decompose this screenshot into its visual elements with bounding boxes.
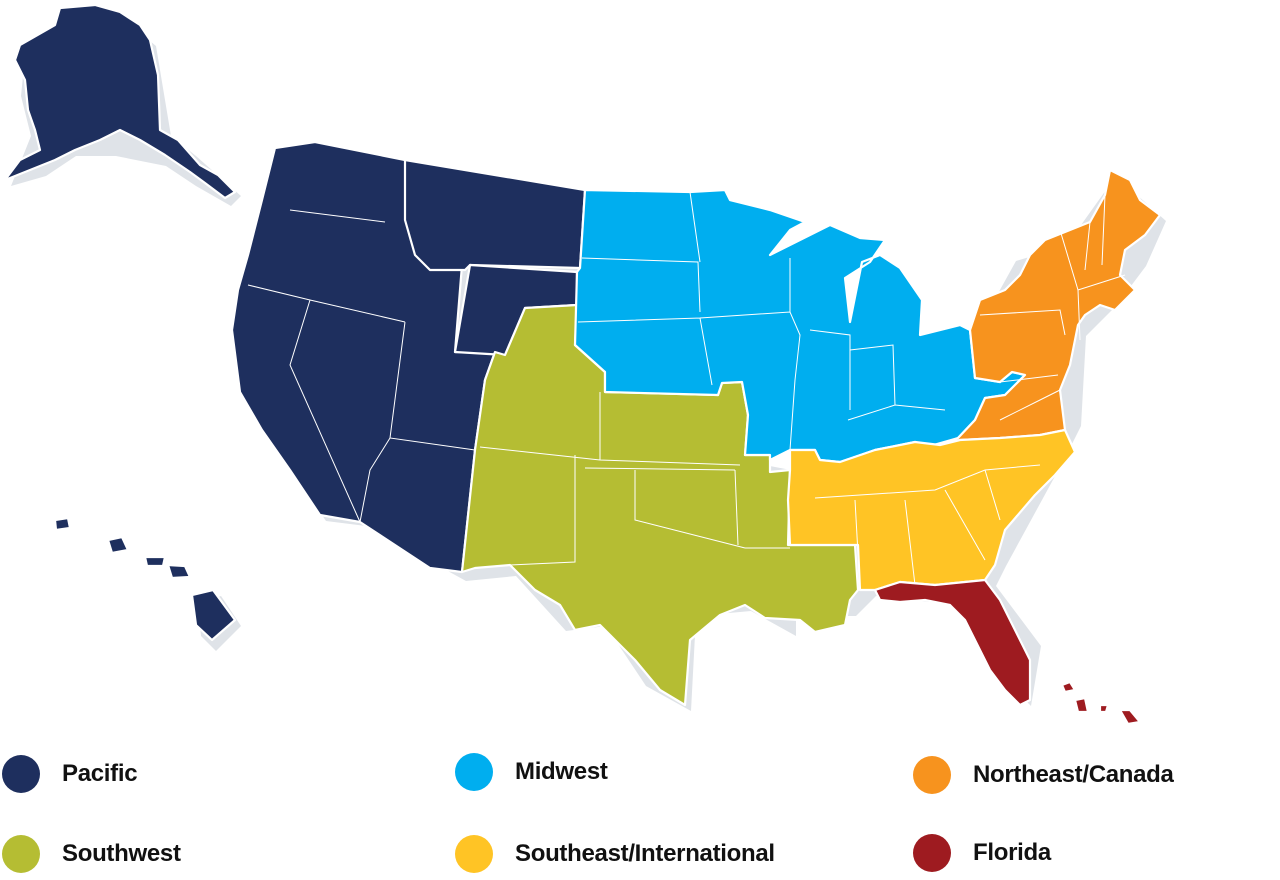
legend-label: Southeast/International: [515, 840, 775, 867]
legend-item-pacific: Pacific: [2, 754, 138, 794]
legend-item-southwest: Southwest: [2, 834, 181, 874]
map-legend: Pacific Midwest Northeast/Canada Southwe…: [0, 730, 1280, 880]
northeast-state-borders: [979, 194, 1126, 421]
legend-label: Northeast/Canada: [973, 761, 1174, 788]
southwest-state-borders: [479, 392, 790, 566]
legend-label: Florida: [973, 839, 1051, 866]
region-pacific: [3, 3, 587, 642]
pacific-hawaii-big: [190, 588, 237, 642]
southeast-color-swatch-icon: [455, 835, 493, 873]
us-region-map: [3, 3, 1166, 726]
pacific-hawaii-4: [166, 563, 192, 580]
florida-color-swatch-icon: [913, 834, 951, 872]
pacific-alaska: [3, 3, 237, 200]
region-florida: [873, 578, 1032, 707]
pacific-hawaii-2: [106, 535, 130, 555]
pacific-color-swatch-icon: [2, 755, 40, 793]
region-southeast: [786, 428, 1142, 726]
pacific-montana-idaho: [403, 158, 587, 272]
pacific-hawaii-1: [53, 516, 72, 532]
legend-item-southeast-international: Southeast/International: [455, 834, 775, 874]
legend-label: Pacific: [62, 760, 138, 787]
pacific-state-borders: [247, 160, 476, 523]
northeast-color-swatch-icon: [913, 756, 951, 794]
southwest-color-swatch-icon: [2, 835, 40, 873]
legend-item-florida: Florida: [913, 833, 1051, 873]
pacific-hawaii-3: [143, 555, 167, 568]
florida-state: [873, 578, 1032, 707]
legend-label: Midwest: [515, 758, 608, 785]
midwest-state-borders: [577, 191, 946, 451]
midwest-color-swatch-icon: [455, 753, 493, 791]
legend-item-northeast-canada: Northeast/Canada: [913, 755, 1174, 795]
southeast-islands: [1060, 680, 1142, 726]
legend-item-midwest: Midwest: [455, 752, 608, 792]
southeast-state-borders: [814, 464, 1041, 591]
legend-label: Southwest: [62, 840, 181, 867]
